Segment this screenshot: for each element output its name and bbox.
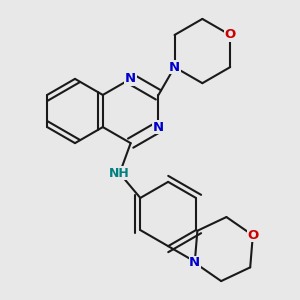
Text: N: N [153, 121, 164, 134]
Text: N: N [169, 61, 180, 74]
Text: N: N [189, 256, 200, 269]
Text: O: O [247, 229, 259, 242]
Text: NH: NH [109, 167, 130, 180]
Text: O: O [225, 28, 236, 41]
Text: N: N [125, 72, 136, 86]
